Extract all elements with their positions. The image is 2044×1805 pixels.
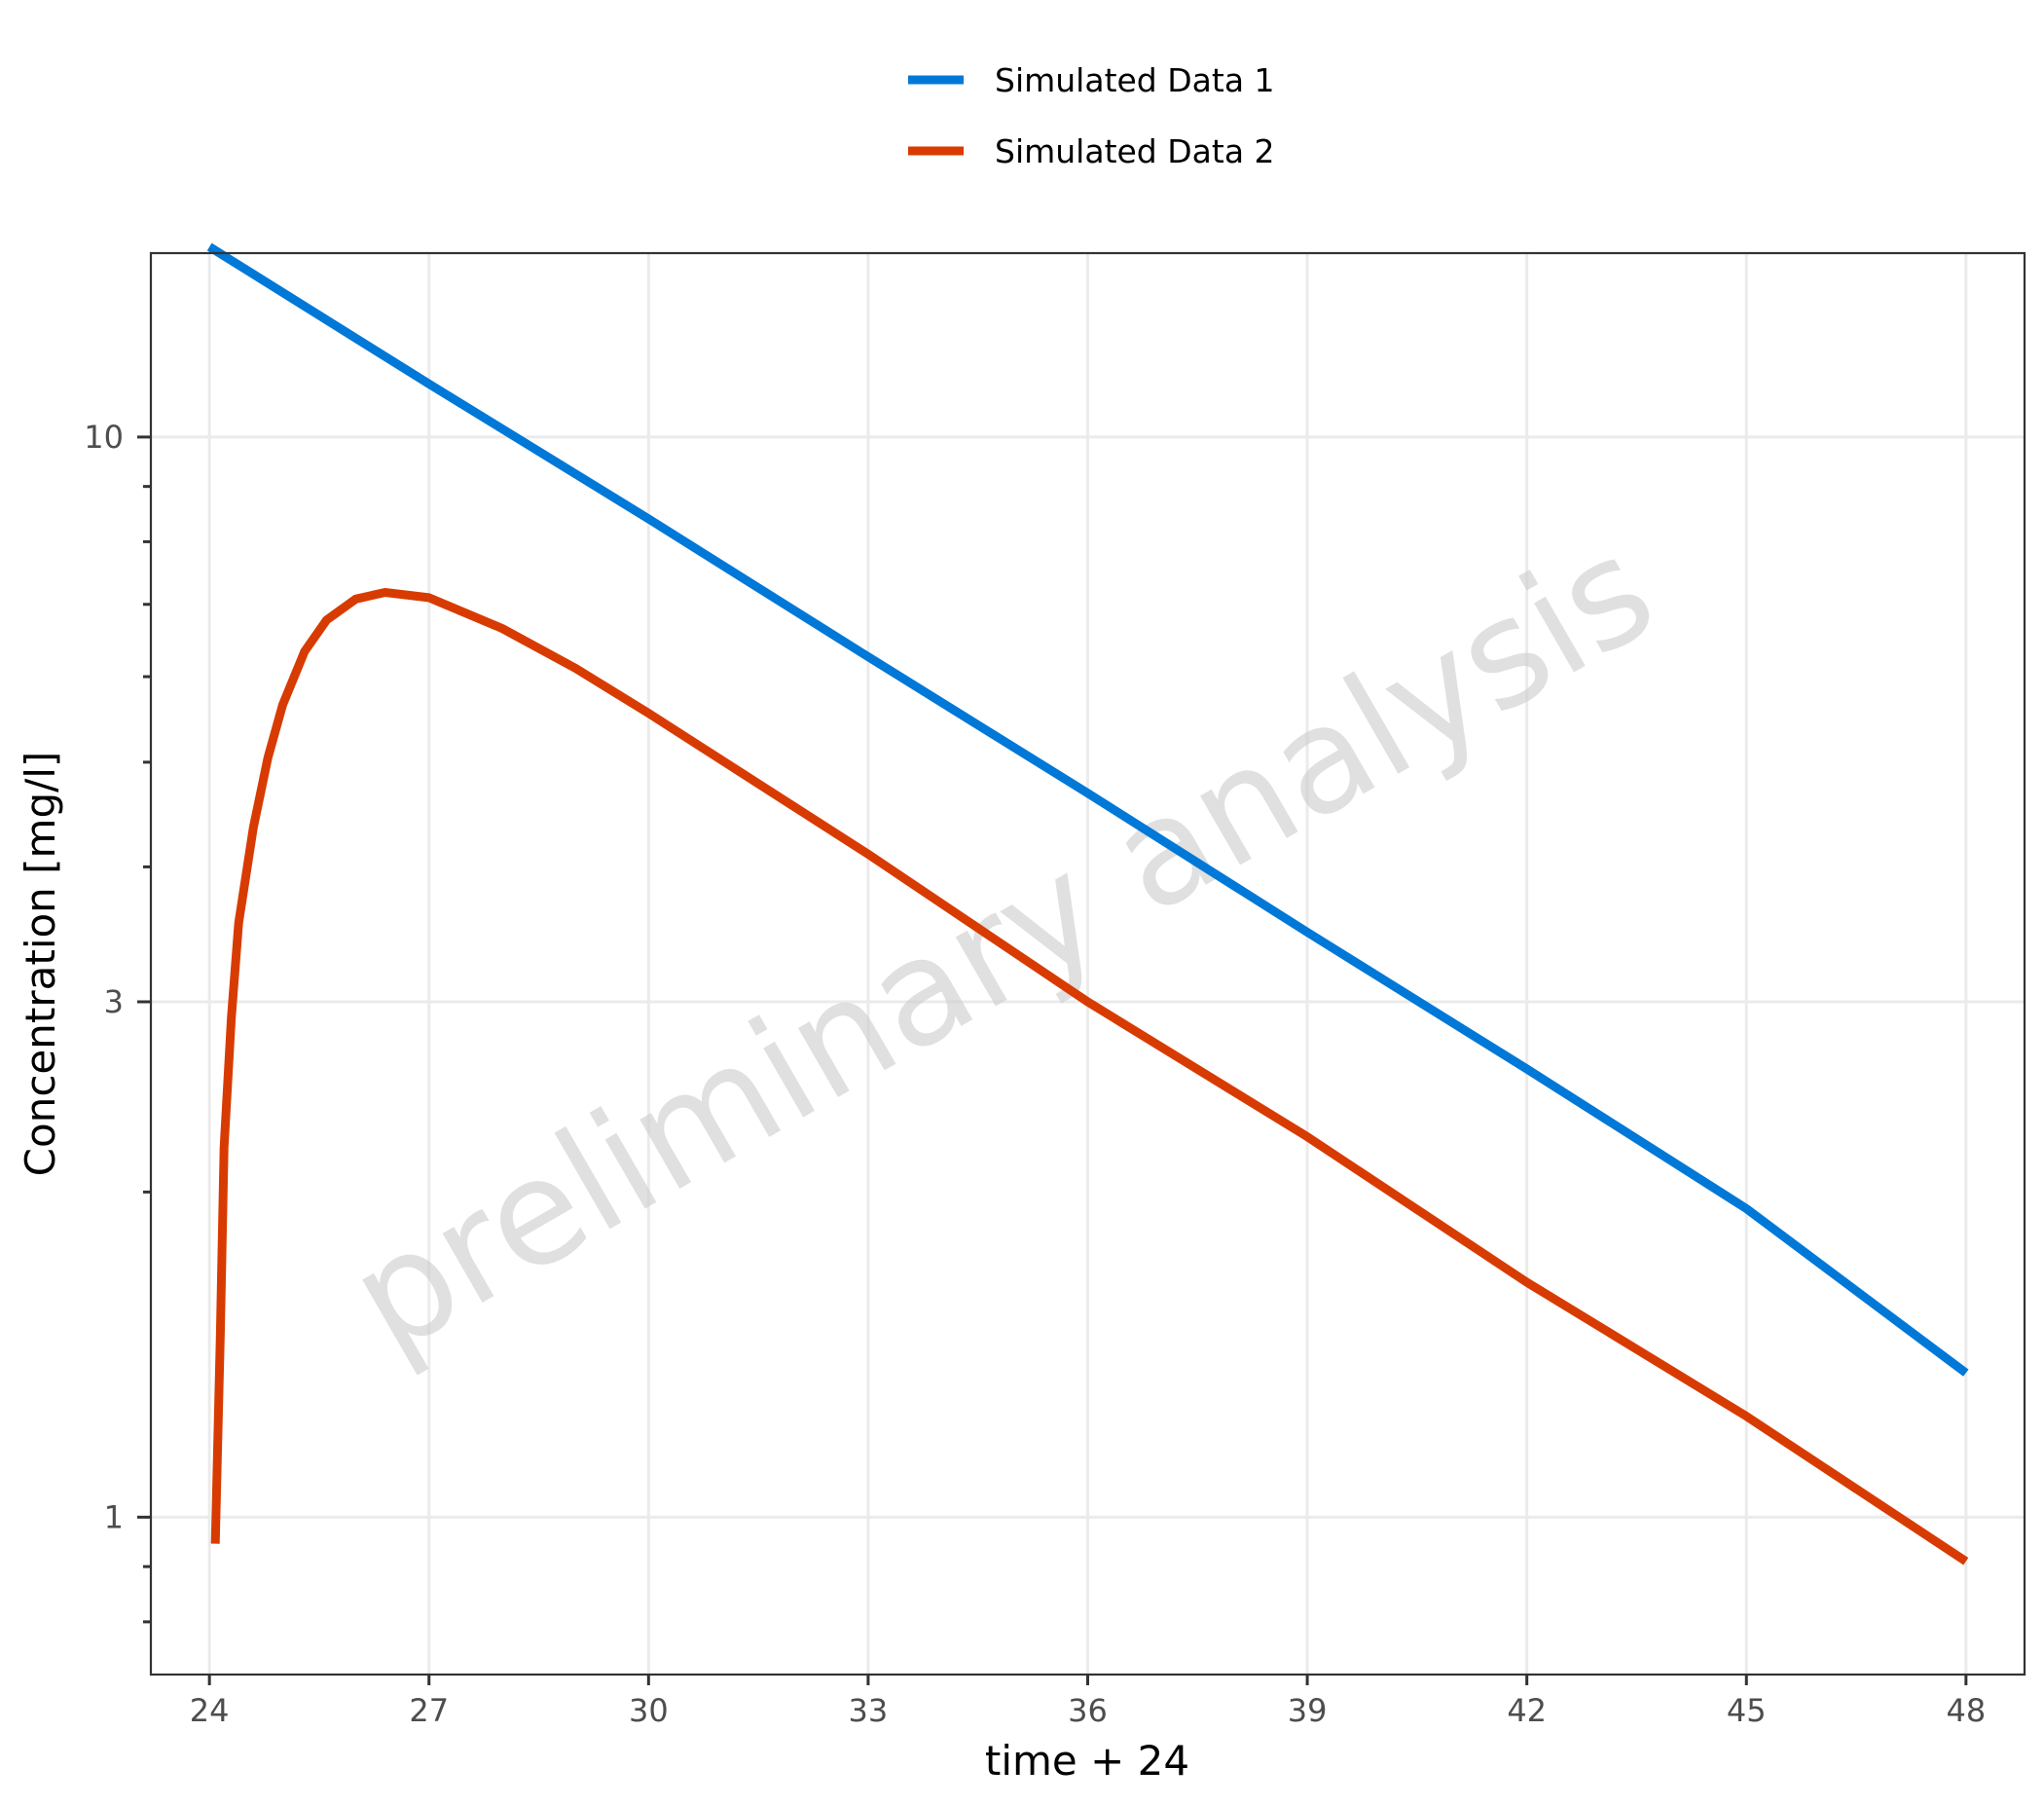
y-tick-label: 3: [104, 983, 124, 1020]
y-tick-label: 10: [84, 419, 124, 456]
x-tick-label: 45: [1727, 1692, 1767, 1729]
x-tick-label: 24: [190, 1692, 230, 1729]
legend-label-series-1: Simulated Data 1: [995, 61, 1275, 99]
x-tick-label: 42: [1507, 1692, 1547, 1729]
legend-label-series-2: Simulated Data 2: [995, 132, 1275, 170]
series-line-2: [210, 588, 1969, 1566]
x-tick-label: 39: [1288, 1692, 1328, 1729]
y-tick-label: 1: [104, 1498, 124, 1535]
legend: Simulated Data 1 Simulated Data 2: [908, 61, 1275, 170]
x-tick-label: 48: [1946, 1692, 1986, 1729]
x-axis-title: time + 24: [985, 1737, 1189, 1785]
x-tick-label: 36: [1068, 1692, 1108, 1729]
x-tick-label: 27: [409, 1692, 449, 1729]
y-axis-title: Concentration [mg/l]: [17, 752, 64, 1177]
axes: 24 27 30 33 36 39 42 45 48 1 3 10: [84, 419, 1986, 1729]
x-tick-label: 30: [629, 1692, 669, 1729]
x-tick-label: 33: [849, 1692, 889, 1729]
gridlines: [151, 253, 2025, 1675]
series-line-1: [206, 242, 1969, 1377]
series-lines: [206, 242, 1969, 1566]
